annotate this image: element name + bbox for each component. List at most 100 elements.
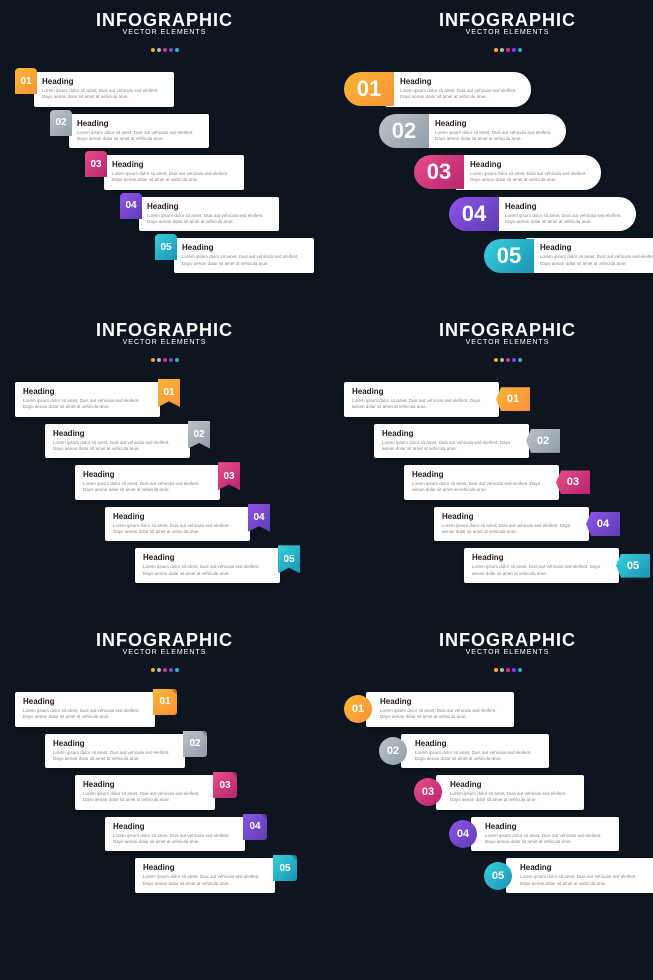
panel-title: INFOGRAPHIC (15, 320, 314, 341)
step-heading: Heading (540, 243, 653, 252)
step-heading: Heading (412, 470, 551, 479)
step-card: HeadingLorem ipsum dolor sit amet, Duis … (45, 424, 190, 459)
step-number-badge: 03 (85, 151, 107, 177)
step-heading: Heading (112, 160, 236, 169)
step-number-badge: 01 (158, 379, 180, 407)
step-heading: Heading (352, 387, 491, 396)
dot-icon (151, 48, 155, 52)
panel-subtitle: VECTOR ELEMENTS (344, 29, 653, 36)
dot-icon (506, 358, 510, 362)
step-body: Lorem ipsum dolor sit amet, Duis aut veh… (112, 171, 236, 184)
dot-icon (157, 48, 161, 52)
color-dots (344, 349, 653, 367)
step-item: HeadingLorem ipsum dolor sit amet, Duis … (75, 465, 314, 500)
step-item: 05HeadingLorem ipsum dolor sit amet, Dui… (484, 858, 653, 893)
step-heading: Heading (382, 429, 521, 438)
step-card: HeadingLorem ipsum dolor sit amet, Duis … (105, 817, 245, 852)
step-body: Lorem ipsum dolor sit amet, Duis aut veh… (83, 481, 210, 494)
step-item: Heading Lorem ipsum dolor sit amet, Duis … (344, 382, 653, 417)
step-body: Lorem ipsum dolor sit amet, Duis aut veh… (450, 791, 576, 804)
step-item: 02HeadingLorem ipsum dolor sit amet, Dui… (379, 734, 653, 769)
step-card: Heading Lorem ipsum dolor sit amet, Duis … (104, 155, 244, 190)
step-body: Lorem ipsum dolor sit amet, Duis aut veh… (113, 523, 240, 536)
step-number-badge: 02 (188, 421, 210, 449)
dot-icon (518, 668, 522, 672)
step-body: Lorem ipsum dolor sit amet, Duis aut veh… (147, 213, 271, 226)
step-body: Lorem ipsum dolor sit amet, Duis aut veh… (485, 833, 611, 846)
step-body: Lorem ipsum dolor sit amet, Duis aut veh… (540, 254, 653, 267)
panel-title: INFOGRAPHIC (15, 10, 314, 31)
step-body: Lorem ipsum dolor sit amet, Duis aut veh… (435, 130, 558, 143)
step-number: 01 (357, 76, 381, 102)
step-item: 05HeadingLorem ipsum dolor sit amet, Dui… (155, 238, 314, 273)
step-body: Lorem ipsum dolor sit amet, Duis aut veh… (470, 171, 593, 184)
infographic-panel: INFOGRAPHICVECTOR ELEMENTS01HeadingLorem… (329, 10, 653, 280)
step-heading: Heading (143, 863, 267, 872)
steps-container: 01HeadingLorem ipsum dolor sit amet, Dui… (344, 692, 653, 893)
step-body: Lorem ipsum dolor sit amet, Duis aut veh… (42, 88, 166, 101)
step-body: Lorem ipsum dolor sit amet, Duis aut veh… (182, 254, 306, 267)
dot-icon (163, 668, 167, 672)
dot-icon (494, 358, 498, 362)
step-heading: Heading (485, 822, 611, 831)
step-body: Lorem ipsum dolor sit amet, Duis aut veh… (53, 750, 177, 763)
dot-icon (157, 358, 161, 362)
step-card: Heading Lorem ipsum dolor sit amet, Duis … (526, 238, 653, 273)
step-number-badge: 05 (616, 554, 650, 578)
step-item: 04HeadingLorem ipsum dolor sit amet, Dui… (449, 197, 653, 232)
step-card: Heading Lorem ipsum dolor sit amet, Duis … (344, 382, 499, 417)
step-number-badge: 04 (449, 820, 477, 848)
step-heading: Heading (53, 739, 177, 748)
infographic-panel: INFOGRAPHICVECTOR ELEMENTS01HeadingLorem… (329, 630, 653, 900)
step-body: Lorem ipsum dolor sit amet, Duis aut veh… (143, 874, 267, 887)
title-block: INFOGRAPHICVECTOR ELEMENTS (15, 630, 314, 677)
step-heading: Heading (415, 739, 541, 748)
step-heading: Heading (83, 780, 207, 789)
step-item: HeadingLorem ipsum dolor sit amet, Duis … (45, 424, 314, 459)
step-body: Lorem ipsum dolor sit amet, Duis aut veh… (472, 564, 611, 577)
title-block: INFOGRAPHICVECTOR ELEMENTS (344, 320, 653, 367)
step-card: HeadingLorem ipsum dolor sit amet, Duis … (75, 775, 215, 810)
steps-container: Heading Lorem ipsum dolor sit amet, Duis … (15, 382, 314, 583)
step-card: Heading Lorem ipsum dolor sit amet, Duis … (436, 775, 584, 810)
step-body: Lorem ipsum dolor sit amet, Duis aut veh… (352, 398, 491, 411)
step-card: HeadingLorem ipsum dolor sit amet, Duis … (15, 382, 160, 417)
step-number-badge: 04 (243, 814, 267, 840)
dot-icon (175, 358, 179, 362)
step-number-badge: 04 (248, 504, 270, 532)
step-number-badge: 02 (379, 114, 429, 148)
step-number-badge: 03 (556, 470, 590, 494)
step-item: HeadingLorem ipsum dolor sit amet, Duis … (105, 817, 314, 852)
step-item: 05HeadingLorem ipsum dolor sit amet, Dui… (484, 238, 653, 273)
step-body: Lorem ipsum dolor sit amet, Duis aut veh… (400, 88, 523, 101)
step-card: HeadingLorem ipsum dolor sit amet, Duis … (374, 424, 529, 459)
step-body: Lorem ipsum dolor sit amet, Duis aut veh… (143, 564, 270, 577)
dot-icon (169, 668, 173, 672)
step-heading: Heading (113, 822, 237, 831)
step-item: 01HeadingLorem ipsum dolor sit amet, Dui… (344, 72, 653, 107)
step-heading: Heading (143, 553, 270, 562)
infographic-panel: INFOGRAPHICVECTOR ELEMENTS Heading Lorem i… (0, 630, 329, 900)
panel-subtitle: VECTOR ELEMENTS (344, 339, 653, 346)
step-number-badge: 03 (414, 155, 464, 189)
step-number: 03 (427, 159, 451, 185)
step-item: 01HeadingLorem ipsum dolor sit amet, Dui… (15, 72, 314, 107)
step-card: Heading Lorem ipsum dolor sit amet, Duis … (421, 114, 566, 149)
step-item: HeadingLorem ipsum dolor sit amet, Duis … (75, 775, 314, 810)
panel-subtitle: VECTOR ELEMENTS (344, 649, 653, 656)
step-card: HeadingLorem ipsum dolor sit amet, Duis … (401, 734, 549, 769)
step-card: HeadingLorem ipsum dolor sit amet, Duis … (34, 72, 174, 107)
step-heading: Heading (435, 119, 558, 128)
step-number-badge: 05 (278, 545, 300, 573)
step-number-badge: 04 (586, 512, 620, 536)
step-card: HeadingLorem ipsum dolor sit amet, Duis … (15, 692, 155, 727)
dot-icon (157, 668, 161, 672)
step-heading: Heading (450, 780, 576, 789)
dot-icon (163, 48, 167, 52)
step-card: HeadingLorem ipsum dolor sit amet, Duis … (386, 72, 531, 107)
dot-icon (151, 358, 155, 362)
step-heading: Heading (53, 429, 180, 438)
step-card: HeadingLorem ipsum dolor sit amet, Duis … (174, 238, 314, 273)
step-card: Heading Lorem ipsum dolor sit amet, Duis … (135, 858, 275, 893)
infographic-panel: INFOGRAPHICVECTOR ELEMENTSHeadingLorem i… (0, 320, 329, 590)
